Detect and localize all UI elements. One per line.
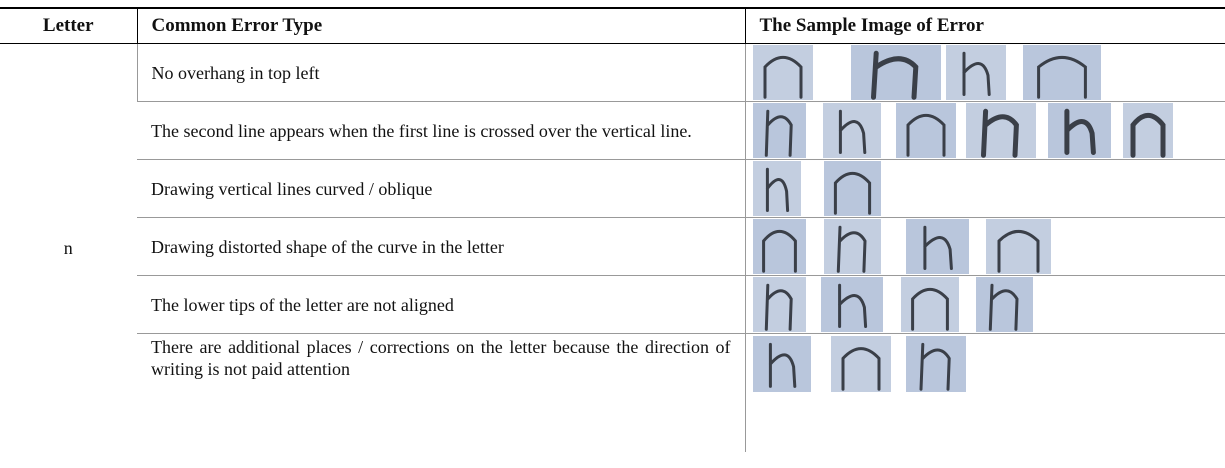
sample-image [1122,103,1173,158]
image-background [830,336,891,392]
handwriting-stroke [919,342,951,391]
image-background [752,277,806,332]
error-type: The second line appears when the first l… [137,101,745,160]
sample-images [744,159,1225,218]
image-background [905,219,969,274]
sample-image [820,277,883,332]
sample-image [850,45,941,100]
sample-images [744,43,1225,102]
error-type: There are additional places / correction… [151,337,731,379]
handwriting-stroke [768,342,796,388]
image-background [752,336,811,392]
handwriting-stroke [841,347,880,391]
sample-image [905,336,966,392]
sample-image [975,277,1033,332]
handwriting-stroke [1130,112,1165,158]
row: Drawing vertical lines curved / oblique [0,159,1225,218]
handwriting-stroke [764,283,793,331]
handwriting-stroke [764,109,793,157]
handwriting-stroke [906,113,945,157]
image-background [905,336,966,392]
sample-image [752,336,811,392]
handwriting-stroke [980,108,1019,158]
image-background [823,161,881,216]
header-cell: The Sample Image of Error [744,7,1225,44]
handwriting-stroke [765,167,789,212]
sample-images [744,217,1225,276]
image-background [1047,103,1111,158]
image-background [975,277,1033,332]
sample-image [985,219,1051,274]
error-type: Drawing vertical lines curved / oblique [137,159,745,218]
row: n No overhang in top left [0,43,1225,258]
sample-image [900,277,959,332]
row: The second line appears when the first l… [0,101,1225,160]
handwriting-stroke [910,287,949,331]
sample-images [744,275,1225,334]
header-cell: Common Error Type [136,7,745,44]
sample-image [822,103,881,158]
image-background [985,219,1051,274]
sample-image [752,161,801,216]
image-background [850,45,941,100]
error-type: No overhang in top left [136,43,745,102]
handwriting-stroke [838,109,866,154]
error-type: Drawing distorted shape of the curve in … [137,217,745,276]
image-background [820,277,883,332]
handwriting-stroke [833,171,871,215]
sample-image [905,219,969,274]
handwriting-stroke [763,55,802,99]
sample-image [830,336,891,392]
row: Drawing distorted shape of the curve in … [0,217,1225,276]
handwriting-stroke [962,51,991,96]
sample-image [752,277,806,332]
handwriting-stroke [997,229,1039,273]
row: The lower tips of the letter are not ali… [0,275,1225,334]
handwriting-stroke [836,225,867,273]
handwriting-stroke [870,50,918,100]
image-background [900,277,959,332]
sample-image [752,45,813,100]
header-cell: Letter [0,7,137,44]
image-background [752,219,806,274]
sample-image [823,219,881,274]
sample-image [1022,45,1101,100]
handwriting-stroke [988,283,1019,331]
handwriting-stroke [1036,55,1087,99]
error-table: Letter Common Error Type The Sample Imag… [0,7,1225,452]
sample-image [752,219,806,274]
handwriting-stroke [922,225,953,270]
sample-image [895,103,956,158]
image-background [752,103,806,158]
sample-image [823,161,881,216]
image-background [945,45,1006,100]
image-background [822,103,881,158]
sample-image [965,103,1036,158]
sample-image [945,45,1006,100]
handwriting-stroke [1063,108,1096,155]
handwriting-stroke [761,229,797,273]
sample-image [752,103,806,158]
sample-images [744,333,1225,452]
letter-cell: n [63,237,73,258]
image-background [752,45,813,100]
handwriting-stroke [837,283,867,328]
header-row: Letter Common Error Type The Sample Imag… [0,7,1225,44]
image-background [752,161,801,216]
error-type: The lower tips of the letter are not ali… [137,275,745,334]
sample-images [744,101,1225,160]
image-background [965,103,1036,158]
image-background [895,103,956,158]
image-background [1022,45,1101,100]
sample-image [1047,103,1111,158]
row: There are additional places / correction… [0,333,1225,452]
image-background [823,219,881,274]
